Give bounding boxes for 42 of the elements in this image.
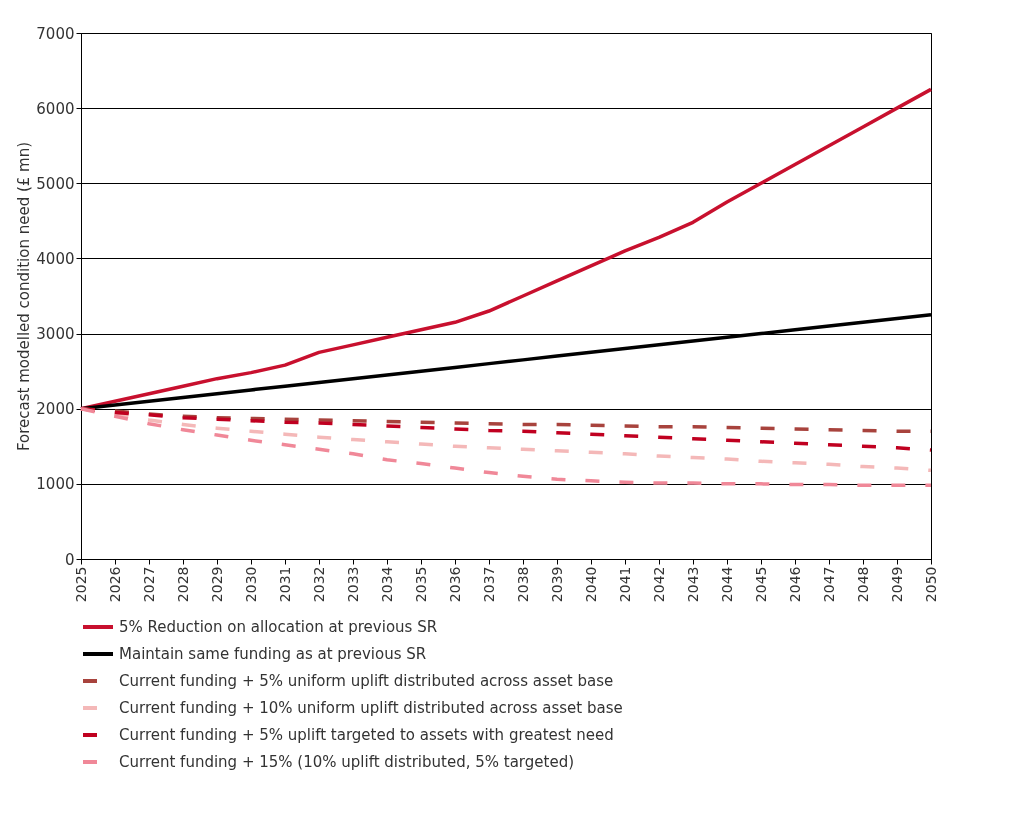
x-tick-label: 2030 (242, 566, 259, 603)
line-series (79, 406, 933, 488)
x-tick-label: 2037 (480, 566, 497, 603)
legend-label: Current funding + 5% uplift targeted to assets with greatest need (119, 726, 614, 744)
x-tick-label: 2041 (616, 566, 633, 603)
y-tick-label: 4000 (36, 249, 75, 268)
x-tick-label: 2031 (276, 566, 293, 603)
y-tick-label: 7000 (36, 24, 75, 43)
y-axis-title: Forecast modelled condition need (£ mn) (15, 141, 34, 452)
legend-label: Maintain same funding as at previous SR (119, 645, 427, 663)
x-tick-label: 2042 (650, 566, 667, 603)
x-tick-label: 2047 (820, 566, 837, 603)
x-tick-label: 2044 (718, 566, 735, 603)
legend-label: Current funding + 15% (10% uplift distributed, 5% targeted) (119, 753, 575, 771)
x-tick-label: 2032 (310, 566, 327, 603)
x-tick-label: 2026 (106, 566, 123, 603)
y-tick-label: 1000 (36, 475, 75, 494)
y-tick-label: 5000 (36, 174, 75, 193)
x-tick-label: 2043 (684, 566, 701, 603)
x-tick-label: 2050 (922, 566, 939, 603)
x-tick-label: 2049 (888, 566, 905, 603)
x-tick-label: 2046 (786, 566, 803, 603)
x-tick-label: 2045 (752, 566, 769, 603)
y-tick-label: 3000 (36, 325, 75, 344)
x-tick-label: 2033 (344, 566, 361, 603)
x-tick-label: 2036 (446, 566, 463, 603)
y-tick-label: 0 (64, 550, 75, 569)
x-tick-label: 2029 (208, 566, 225, 603)
x-tick-label: 2039 (548, 566, 565, 603)
legend-label: 5% Reduction on allocation at previous SR (119, 618, 438, 636)
x-tick-label: 2040 (582, 566, 599, 603)
x-tick-label: 2034 (378, 566, 395, 603)
x-tick-label: 2038 (514, 566, 531, 603)
x-tick-label: 2035 (412, 566, 429, 603)
legend-label: Current funding + 5% uniform uplift distributed across asset base (119, 672, 614, 690)
y-tick-label: 6000 (36, 99, 75, 118)
x-tick-label: 2025 (72, 566, 89, 603)
x-tick-label: 2048 (854, 566, 871, 603)
y-tick-label: 2000 (36, 400, 75, 419)
x-tick-label: 2027 (140, 566, 157, 603)
legend-label: Current funding + 10% uniform uplift distributed across asset base (119, 699, 623, 717)
x-tick-label: 2028 (174, 566, 191, 603)
